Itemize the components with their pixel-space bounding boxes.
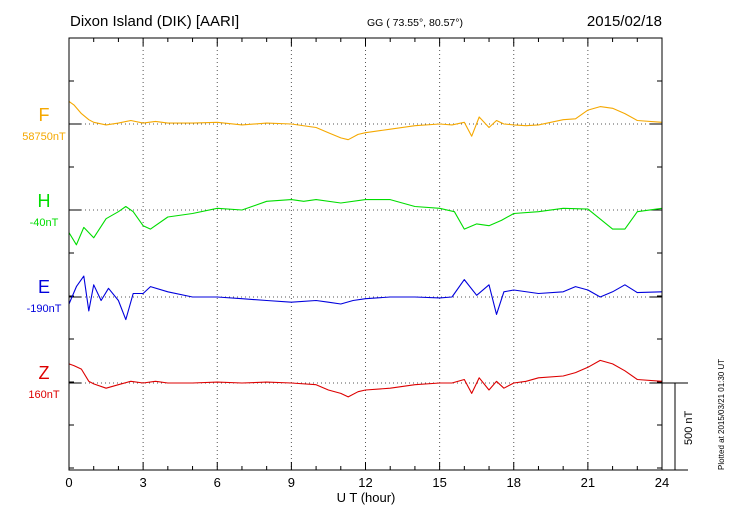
component-label-Z: Z — [39, 363, 50, 383]
x-tick-label: 6 — [214, 475, 221, 490]
baseline-value-F: 58750nT — [22, 131, 66, 143]
x-tick-label: 3 — [140, 475, 147, 490]
plot-frame — [68, 37, 663, 471]
trace-Z — [68, 359, 663, 398]
x-axis-label: U T (hour) — [337, 490, 396, 505]
x-tick-label: 18 — [507, 475, 521, 490]
scale-bar-label: 500 nT — [683, 410, 695, 445]
baseline-value-H: -40nT — [30, 217, 59, 229]
component-labels: F 58750nT H -40nT E -190nT Z 160nT — [22, 105, 66, 401]
scale-bar — [662, 382, 688, 471]
component-traces — [68, 100, 663, 398]
coordinates-label: GG ( 73.55°, 80.57°) — [367, 17, 463, 29]
trace-E — [68, 275, 663, 321]
component-label-F: F — [39, 105, 50, 125]
chart-grid — [68, 38, 663, 470]
station-title: Dixon Island (DIK) [AARI] — [70, 13, 239, 30]
trace-H — [68, 199, 663, 246]
date-label: 2015/02/18 — [587, 13, 662, 30]
x-tick-labels: 0 3 6 9 12 15 18 21 24 — [65, 475, 669, 490]
x-tick-label: 24 — [655, 475, 669, 490]
x-tick-label: 9 — [288, 475, 295, 490]
plotted-timestamp: Plotted at 2015/03/21 01:30 UT — [717, 359, 726, 470]
component-label-H: H — [38, 191, 51, 211]
baseline-value-E: -190nT — [27, 303, 62, 315]
x-tick-label: 21 — [581, 475, 595, 490]
baseline-value-Z: 160nT — [28, 389, 59, 401]
x-tick-label: 0 — [65, 475, 72, 490]
component-label-E: E — [38, 277, 50, 297]
x-tick-label: 12 — [358, 475, 372, 490]
x-tick-label: 15 — [432, 475, 446, 490]
trace-F — [68, 100, 663, 141]
